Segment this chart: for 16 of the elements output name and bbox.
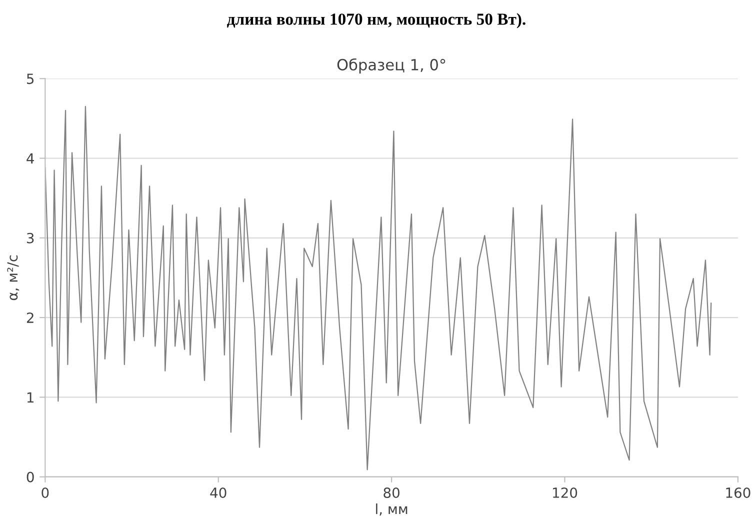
y-tick-label: 3 [26, 232, 34, 244]
y-tick-label: 2 [26, 312, 34, 323]
x-tick-label: 40 [210, 488, 226, 498]
y-tick-label: 0 [26, 472, 34, 482]
chart-title: Образец 1, 0° [337, 58, 446, 74]
x-tick-label: 0 [42, 488, 49, 498]
x-tick-label: 120 [553, 488, 578, 498]
x-tick-label: 80 [384, 488, 400, 498]
text: длина волны 1070 нм, мощность 50 Вт). [227, 13, 526, 28]
y-axis-title: α, м²/с [7, 255, 20, 300]
x-tick-label: 160 [726, 488, 750, 498]
y-tick-label: 5 [27, 74, 34, 84]
x-axis-title: l, мм [376, 503, 408, 516]
y-tick-label: 1 [27, 392, 34, 402]
y-tick-label: 4 [26, 153, 34, 164]
line-series [45, 106, 712, 470]
